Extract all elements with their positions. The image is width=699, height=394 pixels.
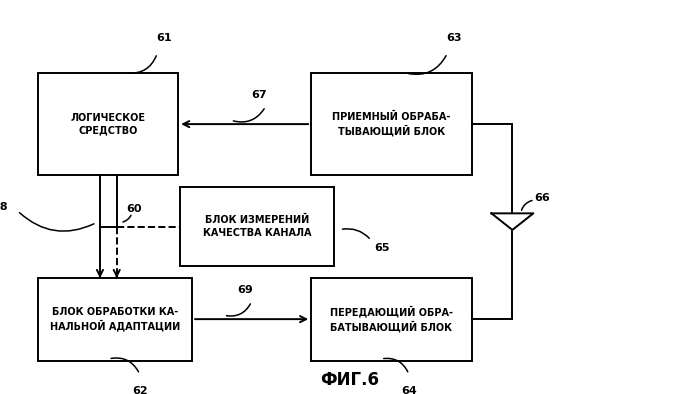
Text: ПРИЕМНЫЙ ОБРАБА-
ТЫВАЮЩИЙ БЛОК: ПРИЕМНЫЙ ОБРАБА- ТЫВАЮЩИЙ БЛОК [332, 112, 451, 136]
Text: 66: 66 [535, 193, 551, 203]
Text: ФИГ.6: ФИГ.6 [320, 371, 379, 389]
Text: 63: 63 [447, 33, 462, 43]
Text: 62: 62 [132, 386, 147, 394]
Text: 65: 65 [374, 243, 389, 253]
Bar [311, 73, 472, 175]
Bar [311, 278, 472, 361]
Bar [180, 187, 334, 266]
Bar [38, 278, 192, 361]
Text: 61: 61 [157, 33, 172, 43]
Bar [38, 73, 178, 175]
Text: 64: 64 [401, 386, 417, 394]
Text: ЛОГИЧЕСКОЕ
СРЕДСТВО: ЛОГИЧЕСКОЕ СРЕДСТВО [71, 113, 146, 135]
Text: БЛОК ИЗМЕРЕНИЙ
КАЧЕСТВА КАНАЛА: БЛОК ИЗМЕРЕНИЙ КАЧЕСТВА КАНАЛА [203, 215, 312, 238]
Text: 60: 60 [127, 204, 142, 214]
Polygon shape [491, 214, 533, 230]
Text: 67: 67 [251, 89, 266, 100]
Text: 68: 68 [0, 202, 8, 212]
Text: БЛОК ОБРАБОТКИ КА-
НАЛЬНОЙ АДАПТАЦИИ: БЛОК ОБРАБОТКИ КА- НАЛЬНОЙ АДАПТАЦИИ [50, 307, 180, 331]
Text: 69: 69 [237, 284, 252, 295]
Text: ПЕРЕДАЮЩИЙ ОБРА-
БАТЫВАЮЩИЙ БЛОК: ПЕРЕДАЮЩИЙ ОБРА- БАТЫВАЮЩИЙ БЛОК [330, 306, 453, 332]
